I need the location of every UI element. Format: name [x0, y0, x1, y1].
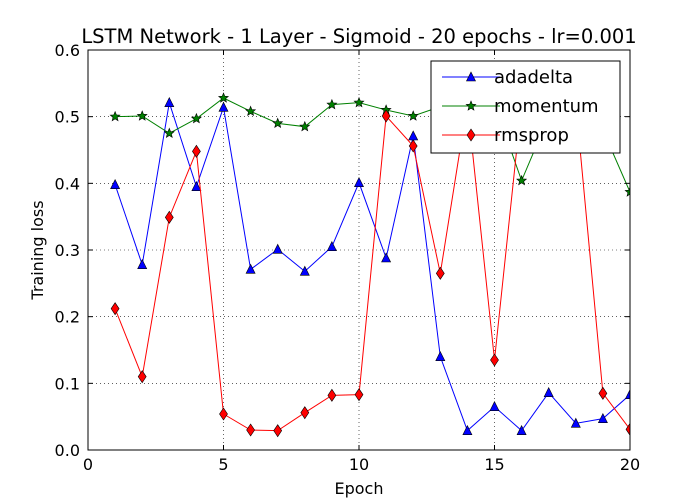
data-point-momentum: [353, 96, 365, 108]
series-adadelta: [110, 96, 630, 435]
data-point-adadelta: [570, 417, 581, 428]
legend-entry-momentum: momentum: [442, 96, 599, 117]
data-point-adadelta: [354, 176, 364, 187]
y-tick-label: 0.5: [55, 108, 80, 127]
data-point-adadelta: [299, 265, 310, 276]
y-tick-label: 0.4: [55, 174, 80, 193]
data-point-adadelta: [137, 258, 148, 269]
legend-entry-rmsprop: rmsprop: [442, 125, 569, 146]
axis-ticks: 0 5 10 15 20 0.0 0.1 0.2 0.3 0.4 0.5 0.6: [55, 41, 641, 474]
data-point-rmsprop: [273, 424, 283, 438]
y-tick-label: 0.6: [55, 41, 80, 60]
data-point-adadelta: [381, 252, 392, 263]
legend-label-adadelta: adadelta: [494, 67, 573, 88]
data-point-rmsprop: [408, 139, 418, 153]
data-point-adadelta: [489, 400, 500, 411]
data-point-rmsprop: [490, 353, 499, 367]
data-point-adadelta: [543, 386, 554, 397]
data-point-rmsprop: [192, 144, 201, 158]
data-point-adadelta: [516, 424, 527, 435]
data-point-adadelta: [245, 263, 256, 274]
data-point-adadelta: [625, 388, 630, 399]
x-axis-label: Epoch: [335, 479, 384, 498]
data-point-adadelta: [435, 350, 446, 361]
y-tick-label: 0.3: [55, 241, 80, 260]
x-tick-label: 5: [218, 455, 228, 474]
data-point-momentum: [326, 98, 338, 110]
data-point-rmsprop: [219, 407, 228, 421]
data-point-rmsprop: [137, 370, 147, 384]
data-point-momentum: [299, 120, 311, 132]
data-point-adadelta: [164, 96, 175, 107]
legend-marker-momentum: [465, 100, 477, 111]
x-tick-label: 20: [620, 455, 640, 474]
legend-label-momentum: momentum: [494, 96, 599, 117]
data-point-momentum: [245, 105, 257, 117]
data-point-momentum: [136, 110, 148, 121]
x-tick-label: 10: [349, 455, 369, 474]
data-point-rmsprop: [381, 109, 391, 123]
data-point-adadelta: [191, 180, 202, 191]
x-tick-label: 0: [83, 455, 93, 474]
data-point-momentum: [624, 186, 630, 197]
legend-marker-adadelta: [466, 71, 476, 82]
y-tick-label: 0.0: [55, 441, 80, 460]
data-point-adadelta: [597, 412, 608, 423]
y-tick-label: 0.1: [55, 374, 80, 393]
data-point-rmsprop: [164, 210, 174, 224]
data-point-adadelta: [462, 424, 473, 435]
data-point-rmsprop: [625, 422, 630, 436]
y-axis-label: Training loss: [28, 200, 47, 300]
data-point-momentum: [407, 110, 419, 121]
y-tick-label: 0.2: [55, 308, 80, 327]
data-point-rmsprop: [110, 302, 120, 316]
data-point-momentum: [109, 110, 121, 122]
x-tick-label: 15: [484, 455, 504, 474]
data-point-rmsprop: [327, 388, 337, 402]
series-line-adadelta: [114, 102, 630, 432]
legend-marker-rmsprop: [466, 128, 476, 142]
data-point-rmsprop: [435, 266, 445, 280]
grid-lines: [88, 50, 630, 450]
legend-entry-adadelta: adadelta: [442, 67, 573, 88]
data-point-adadelta: [326, 240, 337, 251]
data-point-momentum: [217, 92, 230, 103]
data-point-momentum: [163, 127, 175, 139]
data-point-momentum: [516, 174, 528, 186]
data-point-rmsprop: [246, 423, 255, 437]
data-point-rmsprop: [300, 406, 310, 420]
legend-label-rmsprop: rmsprop: [494, 125, 569, 146]
data-point-momentum: [272, 117, 284, 129]
data-point-adadelta: [218, 101, 229, 112]
data-point-adadelta: [110, 178, 121, 189]
data-point-rmsprop: [354, 388, 364, 402]
data-point-rmsprop: [598, 386, 608, 400]
data-point-adadelta: [272, 243, 283, 254]
legend-box: [430, 60, 621, 154]
data-point-momentum: [190, 112, 202, 124]
chart-title: LSTM Network - 1 Layer - Sigmoid - 20 ep…: [81, 25, 636, 48]
legend: adadelta momentum rmsprop: [430, 60, 621, 154]
